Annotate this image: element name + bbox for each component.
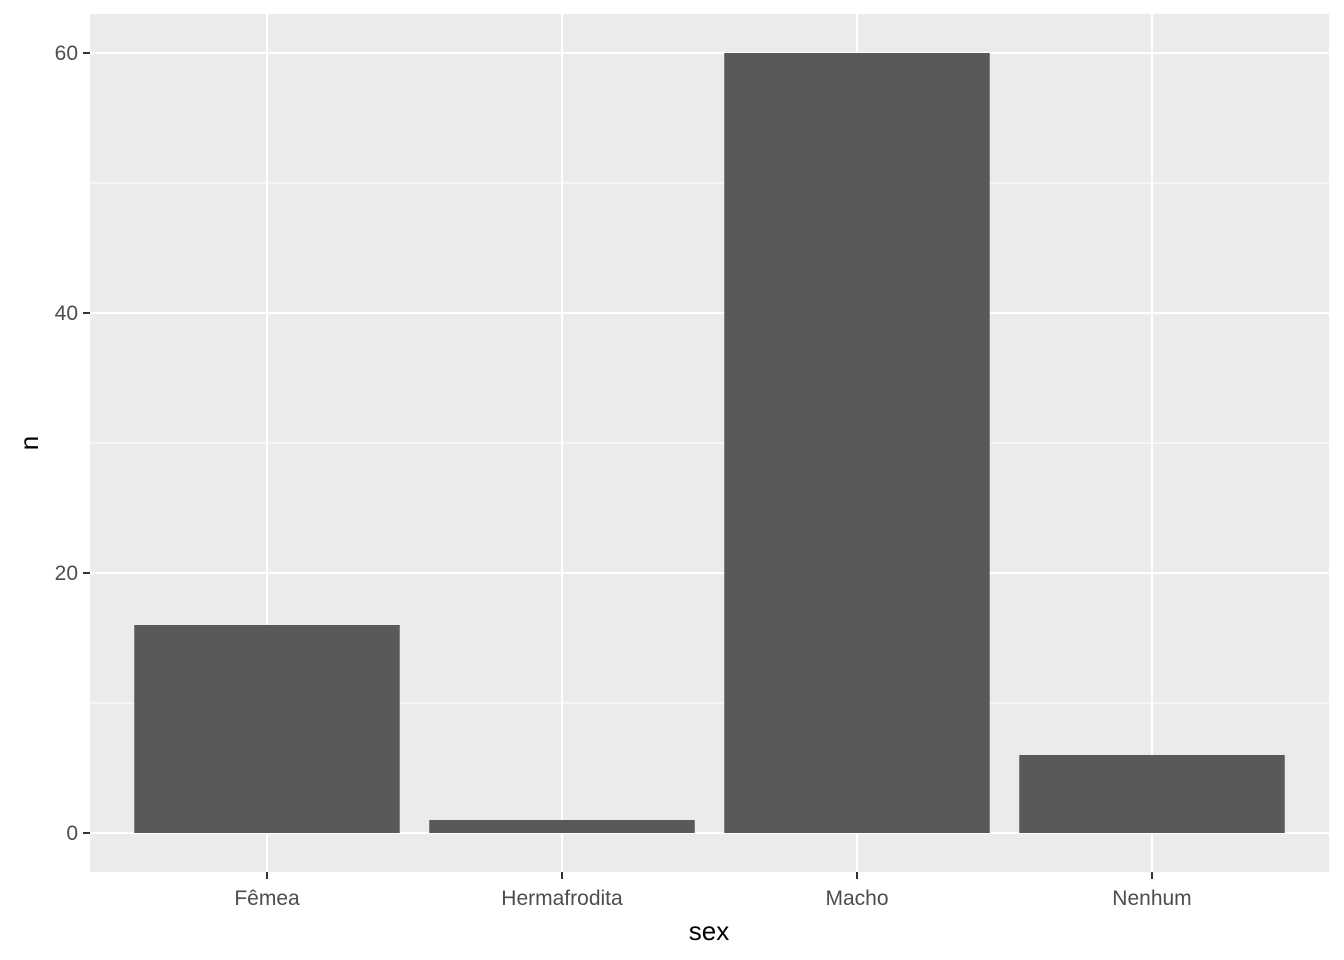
y-tick-label: 60 xyxy=(55,42,78,65)
y-tick-label: 20 xyxy=(55,562,78,585)
bars xyxy=(134,53,1285,833)
bar-fêmea xyxy=(134,625,400,833)
y-tick-label: 0 xyxy=(66,822,78,845)
bar-nenhum xyxy=(1019,755,1285,833)
x-tick-label: Hermafrodita xyxy=(501,887,623,910)
y-tick-label: 40 xyxy=(55,302,78,325)
y-axis: 0 20 40 60 xyxy=(55,42,90,845)
y-axis-title: n xyxy=(14,436,44,450)
bar-hermafrodita xyxy=(429,820,695,833)
x-tick-label: Fêmea xyxy=(234,887,300,910)
x-tick-label: Nenhum xyxy=(1112,887,1191,910)
x-tick-label: Macho xyxy=(825,887,888,910)
bar-macho xyxy=(724,53,990,833)
x-axis-title: sex xyxy=(689,916,729,946)
x-axis: Fêmea Hermafrodita Macho Nenhum xyxy=(234,872,1192,910)
